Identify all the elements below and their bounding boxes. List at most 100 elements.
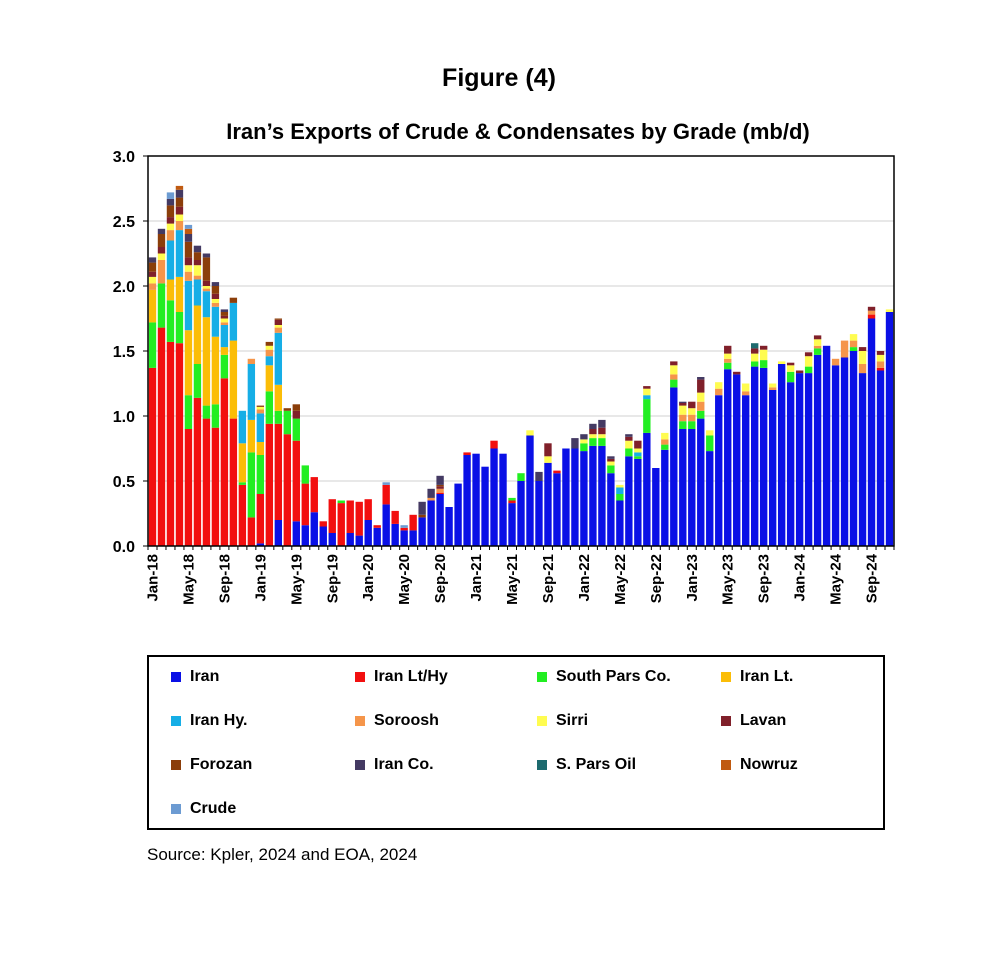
bar-stack	[679, 401, 687, 546]
x-tick-label: Sep-21	[540, 554, 557, 603]
bar-segment	[706, 451, 714, 546]
bar-stack	[319, 521, 327, 546]
bar-segment	[697, 401, 705, 411]
bar-segment	[229, 297, 238, 303]
bar-segment	[670, 379, 678, 388]
bar-segment	[840, 357, 849, 546]
bar-segment	[751, 343, 759, 349]
bar-segment	[274, 319, 283, 325]
legend-swatch	[171, 716, 181, 726]
bar-segment	[148, 271, 157, 277]
x-tick-label: May-22	[612, 554, 629, 605]
bar-segment	[652, 468, 660, 546]
bar-segment	[490, 440, 498, 449]
bar-segment	[436, 488, 444, 493]
bar-segment	[346, 533, 354, 546]
bar-segment	[885, 312, 894, 546]
bar-segment	[427, 497, 435, 501]
bar-segment	[544, 443, 552, 457]
bar-segment	[184, 395, 193, 429]
bar-segment	[157, 234, 166, 247]
y-tick-label: 0.0	[113, 539, 135, 556]
bar-stack	[265, 341, 274, 546]
bar-segment	[589, 445, 597, 546]
bar-segment	[679, 403, 687, 406]
bar-segment	[436, 494, 444, 546]
bar-segment	[202, 291, 211, 318]
bar-segment	[220, 318, 229, 323]
bar-segment	[544, 456, 552, 463]
bar-segment	[175, 214, 184, 221]
bar-segment	[463, 452, 471, 455]
bar-stack	[436, 475, 444, 546]
legend-swatch	[721, 716, 731, 726]
bar-segment	[202, 418, 211, 546]
bar-segment	[607, 456, 615, 459]
y-tick-label: 2.0	[113, 279, 135, 296]
bar-segment	[688, 421, 696, 429]
bar-segment	[724, 369, 732, 546]
bar-segment	[400, 530, 408, 546]
bar-segment	[157, 260, 166, 284]
bar-segment	[202, 317, 211, 406]
bar-segment	[840, 340, 849, 358]
bar-segment	[319, 526, 327, 546]
bar-stack	[310, 477, 318, 546]
bar-segment	[202, 253, 211, 258]
legend-item: S. Pars Oil	[537, 755, 636, 775]
bar-stack	[220, 309, 229, 546]
bar-segment	[373, 525, 381, 528]
bar-segment	[427, 488, 435, 498]
bar-segment	[175, 189, 184, 198]
bar-segment	[184, 429, 193, 546]
bar-segment	[589, 423, 597, 429]
bar-segment	[355, 501, 363, 536]
x-tick-label: Sep-18	[216, 554, 233, 603]
bar-segment	[876, 370, 885, 546]
legend-item: Crude	[171, 799, 236, 819]
x-tick-label: Jan-24	[792, 553, 809, 601]
bar-segment	[786, 362, 795, 366]
bar-segment	[670, 361, 678, 366]
bar-segment	[697, 392, 705, 402]
bar-stack	[292, 404, 300, 546]
bar-segment	[247, 358, 256, 364]
bar-stack	[409, 514, 417, 546]
legend-label: Forozan	[190, 756, 253, 773]
bar-stack	[607, 456, 615, 546]
bar-segment	[858, 347, 867, 351]
legend-swatch	[171, 760, 181, 770]
bar-segment	[148, 367, 157, 546]
bar-segment	[822, 345, 831, 546]
bar-segment	[256, 409, 265, 414]
bar-segment	[238, 410, 247, 444]
bar-segment	[634, 452, 642, 457]
bar-segment	[238, 443, 247, 483]
bar-segment	[409, 530, 417, 546]
figure-label: Figure (4)	[442, 64, 556, 92]
bar-segment	[706, 435, 714, 452]
bars-layer	[148, 185, 894, 546]
bar-stack	[786, 362, 795, 546]
bar-segment	[193, 252, 202, 260]
bar-segment	[247, 517, 256, 546]
bar-segment	[804, 373, 813, 546]
bar-stack	[885, 309, 894, 546]
bar-stack	[876, 351, 885, 546]
bar-segment	[580, 439, 588, 444]
bar-segment	[679, 429, 687, 546]
bar-segment	[607, 473, 615, 546]
bar-stack	[858, 347, 867, 546]
legend-item: Nowruz	[721, 755, 798, 775]
bar-segment	[553, 473, 561, 546]
bar-stack	[211, 282, 220, 546]
bar-segment	[265, 365, 274, 392]
bar-segment	[688, 401, 696, 409]
bar-segment	[759, 345, 768, 350]
bar-segment	[661, 449, 669, 546]
bar-segment	[768, 387, 777, 390]
bar-segment	[661, 432, 669, 440]
bar-segment	[535, 471, 543, 481]
bar-segment	[418, 514, 426, 518]
bar-segment	[670, 365, 678, 375]
